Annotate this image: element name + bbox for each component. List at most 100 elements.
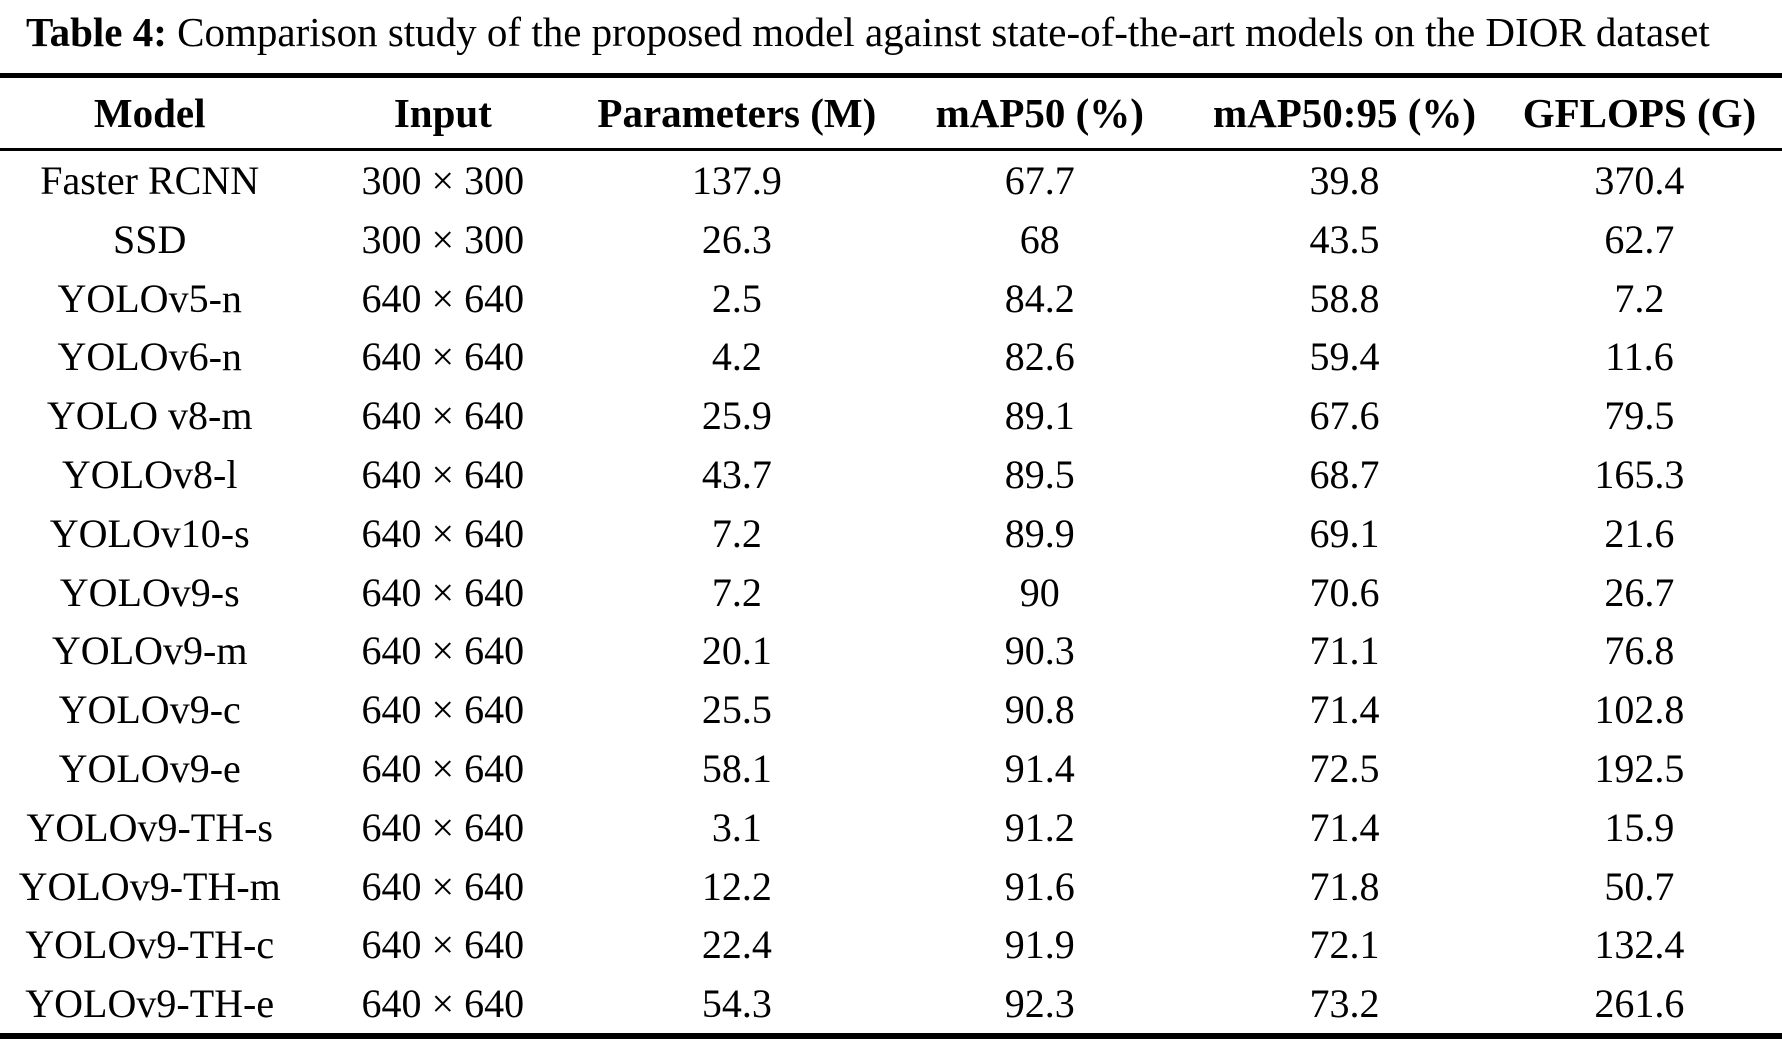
table-cell-model: YOLOv6-n xyxy=(57,334,242,380)
table-cell-map50-95: 71.4 xyxy=(1309,804,1380,850)
table-cell-model: Faster RCNN xyxy=(40,158,260,204)
table-cell-gflops: 62.7 xyxy=(1604,216,1675,262)
table-cell-model: YOLOv5-n xyxy=(57,275,242,321)
table-cell-map50: 90.3 xyxy=(1004,628,1075,674)
table-cell-map50: 90 xyxy=(1019,569,1060,615)
table-cell-model: YOLOv9-TH-c xyxy=(25,922,275,968)
table-row: YOLOv9-c 640 × 640 25.5 90.8 71.4 102.8 xyxy=(0,680,1782,739)
table-cell-model: YOLO v8-m xyxy=(46,393,253,439)
table-cell-model: YOLOv9-c xyxy=(58,687,241,733)
table-cell-map50: 91.2 xyxy=(1004,804,1075,850)
table-cell-map50: 91.4 xyxy=(1004,746,1075,792)
table-body: Faster RCNN 300 × 300 137.9 67.7 39.8 370.4 SS… xyxy=(0,150,1782,1036)
table-cell-gflops: 21.6 xyxy=(1604,510,1675,556)
table-cell-map50: 89.5 xyxy=(1004,452,1075,498)
table-cell-model: YOLOv9-TH-s xyxy=(26,804,273,850)
table-cell-map50: 89.1 xyxy=(1004,393,1075,439)
column-header-gflops: GFLOPS (G) xyxy=(1496,75,1782,152)
table-row: YOLOv5-n 640 × 640 2.5 84.2 58.8 7.2 xyxy=(0,269,1782,328)
table-cell-map50: 91.9 xyxy=(1004,922,1075,968)
table-cell-map50-95: 72.5 xyxy=(1309,746,1380,792)
table-cell-map50-95: 68.7 xyxy=(1309,452,1380,498)
table-cell-map50-95: 71.8 xyxy=(1309,863,1380,909)
table-cell-parameters: 7.2 xyxy=(711,569,762,615)
column-header-model: Model xyxy=(0,75,300,152)
table-cell-map50-95: 73.2 xyxy=(1309,981,1380,1027)
table-cell-gflops: 370.4 xyxy=(1594,158,1685,204)
table-cell-map50-95: 70.6 xyxy=(1309,569,1380,615)
table-cell-input: 640 × 640 xyxy=(361,687,525,733)
table-caption: Table 4: Comparison study of the propose… xyxy=(0,0,1782,57)
table-cell-gflops: 261.6 xyxy=(1594,981,1685,1027)
table-cell-gflops: 15.9 xyxy=(1604,804,1675,850)
table-cell-map50-95: 71.4 xyxy=(1309,687,1380,733)
table-cell-input: 640 × 640 xyxy=(361,804,525,850)
table-cell-map50-95: 71.1 xyxy=(1309,628,1380,674)
table-cell-model: YOLOv10-s xyxy=(49,510,250,556)
table-row: YOLOv9-e 640 × 640 58.1 91.4 72.5 192.5 xyxy=(0,739,1782,798)
table-cell-gflops: 50.7 xyxy=(1604,863,1675,909)
table-cell-map50: 82.6 xyxy=(1004,334,1075,380)
table-cell-gflops: 76.8 xyxy=(1604,628,1675,674)
table-cell-gflops: 7.2 xyxy=(1614,275,1665,321)
table-cell-map50: 92.3 xyxy=(1004,981,1075,1027)
table-cell-input: 300 × 300 xyxy=(361,158,525,204)
table-cell-input: 640 × 640 xyxy=(361,510,525,556)
table-cell-input: 640 × 640 xyxy=(361,922,525,968)
table-cell-input: 300 × 300 xyxy=(361,216,525,262)
table-cell-model: YOLOv9-m xyxy=(51,628,248,674)
table-row: YOLOv9-TH-s 640 × 640 3.1 91.2 71.4 15.9 xyxy=(0,798,1782,857)
table-cell-parameters: 25.5 xyxy=(701,687,772,733)
table-cell-map50-95: 69.1 xyxy=(1309,510,1380,556)
table-cell-map50: 67.7 xyxy=(1004,158,1075,204)
table-row: YOLOv9-TH-m 640 × 640 12.2 91.6 71.8 50.7 xyxy=(0,857,1782,916)
column-header-map50: mAP50 (%) xyxy=(887,75,1193,152)
table-cell-input: 640 × 640 xyxy=(361,628,525,674)
table-cell-map50-95: 39.8 xyxy=(1309,158,1380,204)
comparison-table: Model Input Parameters (M) mAP50 (%) mAP… xyxy=(0,73,1782,1039)
table-cell-map50: 84.2 xyxy=(1004,275,1075,321)
column-header-map50-95: mAP50:95 (%) xyxy=(1192,75,1497,152)
table-cell-map50-95: 43.5 xyxy=(1309,216,1380,262)
column-header-parameters: Parameters (M) xyxy=(586,75,888,152)
table-cell-map50-95: 58.8 xyxy=(1309,275,1380,321)
table-cell-parameters: 2.5 xyxy=(711,275,762,321)
table-cell-parameters: 58.1 xyxy=(701,746,772,792)
header-row: Model Input Parameters (M) mAP50 (%) mAP… xyxy=(0,75,1782,152)
table-cell-parameters: 54.3 xyxy=(701,981,772,1027)
table-row: YOLOv9-m 640 × 640 20.1 90.3 71.1 76.8 xyxy=(0,622,1782,681)
table-cell-input: 640 × 640 xyxy=(361,863,525,909)
table-cell-model: YOLOv9-e xyxy=(58,746,241,792)
table-cell-model: SSD xyxy=(112,216,187,262)
table-cell-parameters: 25.9 xyxy=(701,393,772,439)
table-cell-input: 640 × 640 xyxy=(361,981,525,1027)
table-cell-parameters: 22.4 xyxy=(701,922,772,968)
table-row: YOLOv10-s 640 × 640 7.2 89.9 69.1 21.6 xyxy=(0,504,1782,563)
table-cell-parameters: 43.7 xyxy=(701,452,772,498)
table-cell-map50: 89.9 xyxy=(1004,510,1075,556)
table-row: YOLOv6-n 640 × 640 4.2 82.6 59.4 11.6 xyxy=(0,328,1782,387)
table-cell-model: YOLOv9-TH-e xyxy=(25,981,275,1027)
table-cell-parameters: 12.2 xyxy=(701,863,772,909)
table-cell-map50: 90.8 xyxy=(1004,687,1075,733)
table-cell-parameters: 7.2 xyxy=(711,510,762,556)
table-row: YOLOv9-TH-c 640 × 640 22.4 91.9 72.1 132.4 xyxy=(0,916,1782,975)
table-cell-model: YOLOv9-s xyxy=(59,569,240,615)
table-cell-gflops: 11.6 xyxy=(1605,334,1674,380)
table-row: YOLOv9-TH-e 640 × 640 54.3 92.3 73.2 261.6 xyxy=(0,974,1782,1036)
table-cell-map50: 68 xyxy=(1019,216,1060,262)
table-cell-gflops: 102.8 xyxy=(1594,687,1685,733)
table-row: SSD 300 × 300 26.3 68 43.5 62.7 xyxy=(0,210,1782,269)
table-cell-input: 640 × 640 xyxy=(361,569,525,615)
table-cell-parameters: 20.1 xyxy=(701,628,772,674)
table-cell-map50-95: 59.4 xyxy=(1309,334,1380,380)
table-cell-input: 640 × 640 xyxy=(361,452,525,498)
table-row: YOLOv8-l 640 × 640 43.7 89.5 68.7 165.3 xyxy=(0,445,1782,504)
table-cell-gflops: 192.5 xyxy=(1594,746,1685,792)
table-row: YOLO v8-m 640 × 640 25.9 89.1 67.6 79.5 xyxy=(0,386,1782,445)
table-cell-input: 640 × 640 xyxy=(361,746,525,792)
table-cell-model: YOLOv9-TH-m xyxy=(18,863,281,909)
table-cell-input: 640 × 640 xyxy=(361,393,525,439)
table-cell-input: 640 × 640 xyxy=(361,334,525,380)
table-cell-gflops: 26.7 xyxy=(1604,569,1675,615)
